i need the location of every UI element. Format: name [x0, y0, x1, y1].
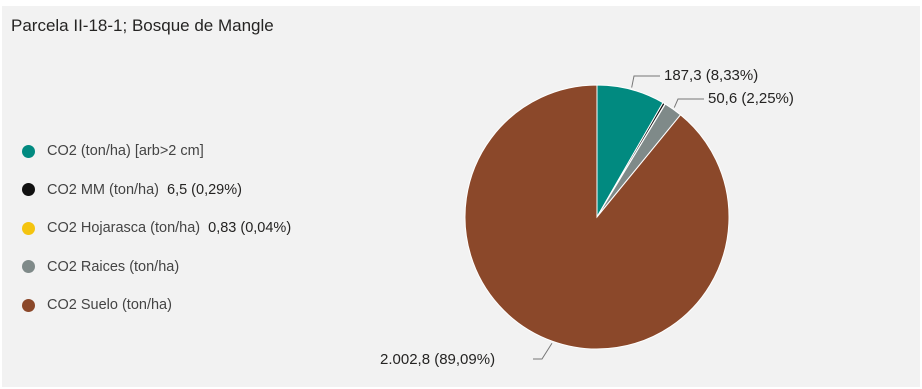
data-label: 187,3 (8,33%) [664, 67, 758, 84]
legend-item[interactable]: CO2 Hojarasca (ton/ha) 0,83 (0,04%) [22, 209, 291, 248]
legend-swatch [22, 183, 35, 197]
leader-line [631, 75, 660, 88]
legend-label: CO2 (ton/ha) [arb>2 cm] [47, 143, 204, 160]
leader-lines [533, 75, 704, 360]
legend-swatch [22, 144, 35, 158]
legend-swatch [22, 260, 35, 274]
pie-chart: 187,3 (8,33%) 50,6 (2,25%) 2.002,8 (89,09%… [380, 67, 794, 368]
legend-item[interactable]: CO2 (ton/ha) [arb>2 cm] [22, 132, 291, 171]
legend-swatch [22, 298, 35, 312]
legend-value: 0,83 (0,04%) [208, 220, 292, 237]
leader-line [533, 342, 553, 360]
legend-label: CO2 Hojarasca (ton/ha) [47, 220, 201, 237]
data-label: 2.002,8 (89,09%) [380, 351, 495, 368]
legend: CO2 (ton/ha) [arb>2 cm] CO2 MM (ton/ha) … [22, 132, 291, 325]
legend-item[interactable]: CO2 Raices (ton/ha) [22, 248, 291, 287]
pie-slices [464, 84, 730, 350]
legend-label: CO2 Raices (ton/ha) [47, 258, 180, 275]
data-labels: 187,3 (8,33%) 50,6 (2,25%) 2.002,8 (89,09%… [380, 67, 794, 368]
chart-panel: Parcela II-18-1; Bosque de Mangle CO2 (t… [2, 6, 920, 387]
chart-title: Parcela II-18-1; Bosque de Mangle [11, 16, 274, 35]
data-label: 50,6 (2,25%) [708, 90, 794, 107]
legend-value: 6,5 (0,29%) [167, 181, 242, 198]
legend-swatch [22, 221, 35, 235]
legend-label: CO2 Suelo (ton/ha) [47, 297, 172, 314]
pie-slice[interactable] [464, 84, 730, 350]
legend-item[interactable]: CO2 Suelo (ton/ha) [22, 286, 291, 325]
legend-item[interactable]: CO2 MM (ton/ha) 6,5 (0,29%) [22, 171, 291, 210]
leader-line [673, 98, 704, 108]
legend-label: CO2 MM (ton/ha) [47, 181, 159, 198]
